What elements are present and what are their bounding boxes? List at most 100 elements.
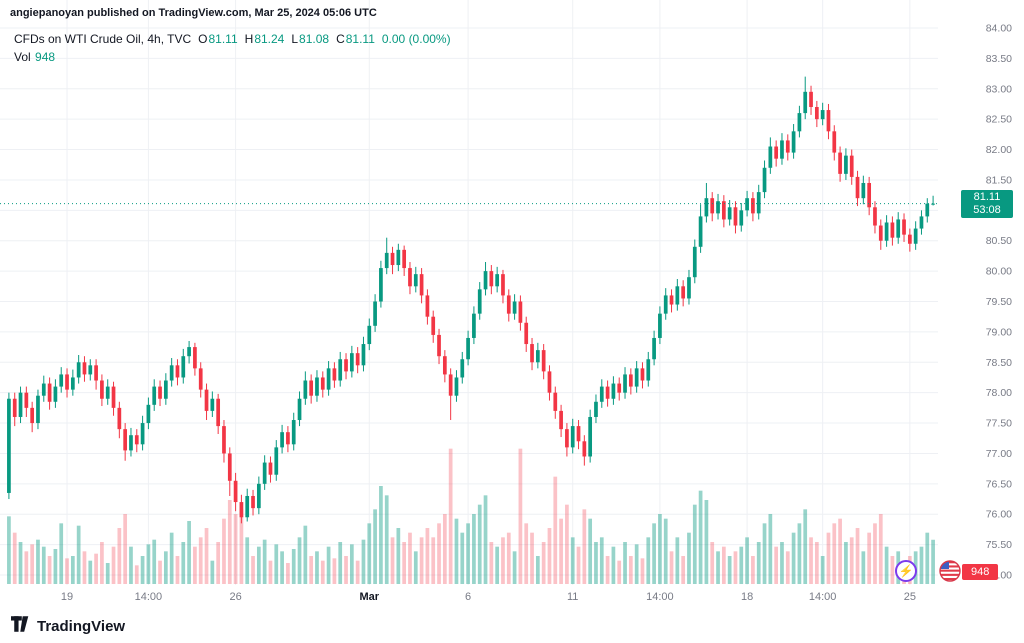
- price-axis-label[interactable]: 81.50: [986, 174, 1012, 186]
- volume-bar: [105, 563, 110, 584]
- volume-bar: [460, 532, 465, 584]
- volume-bar: [396, 528, 401, 584]
- candle-body: [727, 207, 732, 220]
- price-axis-label[interactable]: 83.50: [986, 53, 1012, 65]
- time-axis-label[interactable]: 6: [465, 591, 471, 603]
- candle-body: [495, 274, 500, 287]
- candle-body: [222, 426, 226, 454]
- candle-body: [512, 301, 517, 314]
- candle-body: [245, 495, 250, 518]
- candle-body: [384, 252, 389, 269]
- volume-bar: [495, 546, 500, 584]
- candle-body: [721, 201, 726, 220]
- high-value: 81.24: [254, 32, 285, 46]
- volume-bar: [803, 509, 808, 584]
- volume-bar: [338, 542, 343, 584]
- volume-bar: [210, 560, 215, 584]
- time-axis-label[interactable]: 19: [61, 591, 73, 603]
- candle-body: [576, 426, 581, 442]
- time-axis-label[interactable]: 14:00: [809, 591, 837, 603]
- time-axis-label[interactable]: 11: [567, 591, 578, 603]
- volume-bar: [838, 518, 842, 584]
- low-value: 81.08: [299, 32, 330, 46]
- price-axis-label[interactable]: 79.00: [986, 326, 1012, 338]
- volume-bar: [716, 551, 720, 584]
- candle-body: [76, 362, 81, 378]
- volume-bar: [756, 542, 761, 584]
- price-axis-label[interactable]: 80.00: [986, 266, 1012, 278]
- volume-bar: [611, 546, 616, 584]
- time-axis-label[interactable]: 14:00: [646, 591, 674, 603]
- volume-bar: [326, 546, 331, 584]
- volume-bar: [59, 523, 64, 584]
- candle-body: [925, 203, 930, 217]
- volume-bar: [658, 514, 662, 584]
- price-axis-label[interactable]: 76.00: [986, 509, 1012, 521]
- time-axis-label[interactable]: 18: [741, 591, 753, 603]
- candle-body: [12, 398, 17, 417]
- price-axis-label[interactable]: 84.00: [986, 23, 1012, 35]
- volume-bar: [419, 537, 424, 584]
- price-axis-label[interactable]: 82.50: [986, 114, 1012, 126]
- candle-body: [390, 252, 395, 266]
- volume-bar: [204, 528, 209, 584]
- price-axis-label[interactable]: 78.50: [986, 357, 1012, 369]
- close-label: C: [336, 32, 345, 46]
- volume-bar: [617, 560, 622, 584]
- candle-body: [809, 91, 813, 108]
- candle-body: [65, 374, 69, 390]
- volume-bar: [855, 528, 860, 584]
- volume-bar: [152, 539, 157, 584]
- time-axis-label[interactable]: 26: [229, 591, 241, 603]
- candle-body: [402, 249, 407, 269]
- volume-bar: [431, 537, 436, 584]
- time-axis-label[interactable]: 14:00: [135, 591, 163, 603]
- candle-body: [570, 426, 575, 448]
- candle-body: [565, 429, 569, 448]
- brand-name[interactable]: TradingView: [37, 618, 126, 635]
- volume-bar: [355, 560, 360, 584]
- candle-body: [379, 268, 383, 302]
- candle-body: [599, 386, 604, 402]
- price-axis-label[interactable]: 78.00: [986, 387, 1012, 399]
- volume-bar: [349, 544, 354, 584]
- volume-bar: [88, 560, 93, 584]
- candle-body: [588, 416, 593, 457]
- candle-body: [233, 480, 238, 503]
- candle-body: [146, 404, 151, 424]
- volume-bar: [303, 525, 308, 584]
- price-axis-label[interactable]: 82.00: [986, 144, 1012, 156]
- volume-bar: [640, 558, 645, 584]
- volume-bar: [315, 551, 319, 584]
- candle-body: [594, 401, 598, 417]
- price-axis-label[interactable]: 79.50: [986, 296, 1012, 308]
- time-axis-label[interactable]: 25: [904, 591, 916, 603]
- candle-body: [193, 347, 197, 369]
- volume-bar: [768, 514, 773, 584]
- volume-bar: [222, 518, 226, 584]
- symbol-title[interactable]: CFDs on WTI Crude Oil, 4h, TVC: [14, 32, 192, 46]
- volume-bar: [297, 537, 302, 584]
- price-axis-label[interactable]: 77.50: [986, 418, 1012, 430]
- candle-body: [36, 395, 40, 424]
- price-axis-label[interactable]: 83.00: [986, 83, 1012, 95]
- volume-bar: [367, 523, 372, 584]
- tradingview-logo-icon[interactable]: [11, 616, 30, 637]
- price-chart-canvas[interactable]: 84.0083.5083.0082.5082.0081.5081.0080.50…: [0, 0, 1024, 612]
- volume-bar: [931, 539, 935, 584]
- candle-body: [652, 337, 656, 360]
- candle-body: [175, 365, 180, 378]
- price-axis-label[interactable]: 76.50: [986, 478, 1012, 490]
- volume-bar: [489, 542, 494, 584]
- candle-body: [355, 353, 360, 366]
- time-axis-label[interactable]: Mar: [360, 591, 380, 603]
- price-axis-label[interactable]: 77.00: [986, 448, 1012, 460]
- candle-body: [472, 313, 476, 338]
- candle-body: [832, 131, 837, 153]
- candle-body: [140, 423, 145, 445]
- volume-bar: [565, 504, 569, 584]
- candle-body: [704, 198, 709, 217]
- candle-body: [681, 286, 686, 299]
- price-axis-label[interactable]: 75.50: [986, 539, 1012, 551]
- price-axis-label[interactable]: 80.50: [986, 235, 1012, 247]
